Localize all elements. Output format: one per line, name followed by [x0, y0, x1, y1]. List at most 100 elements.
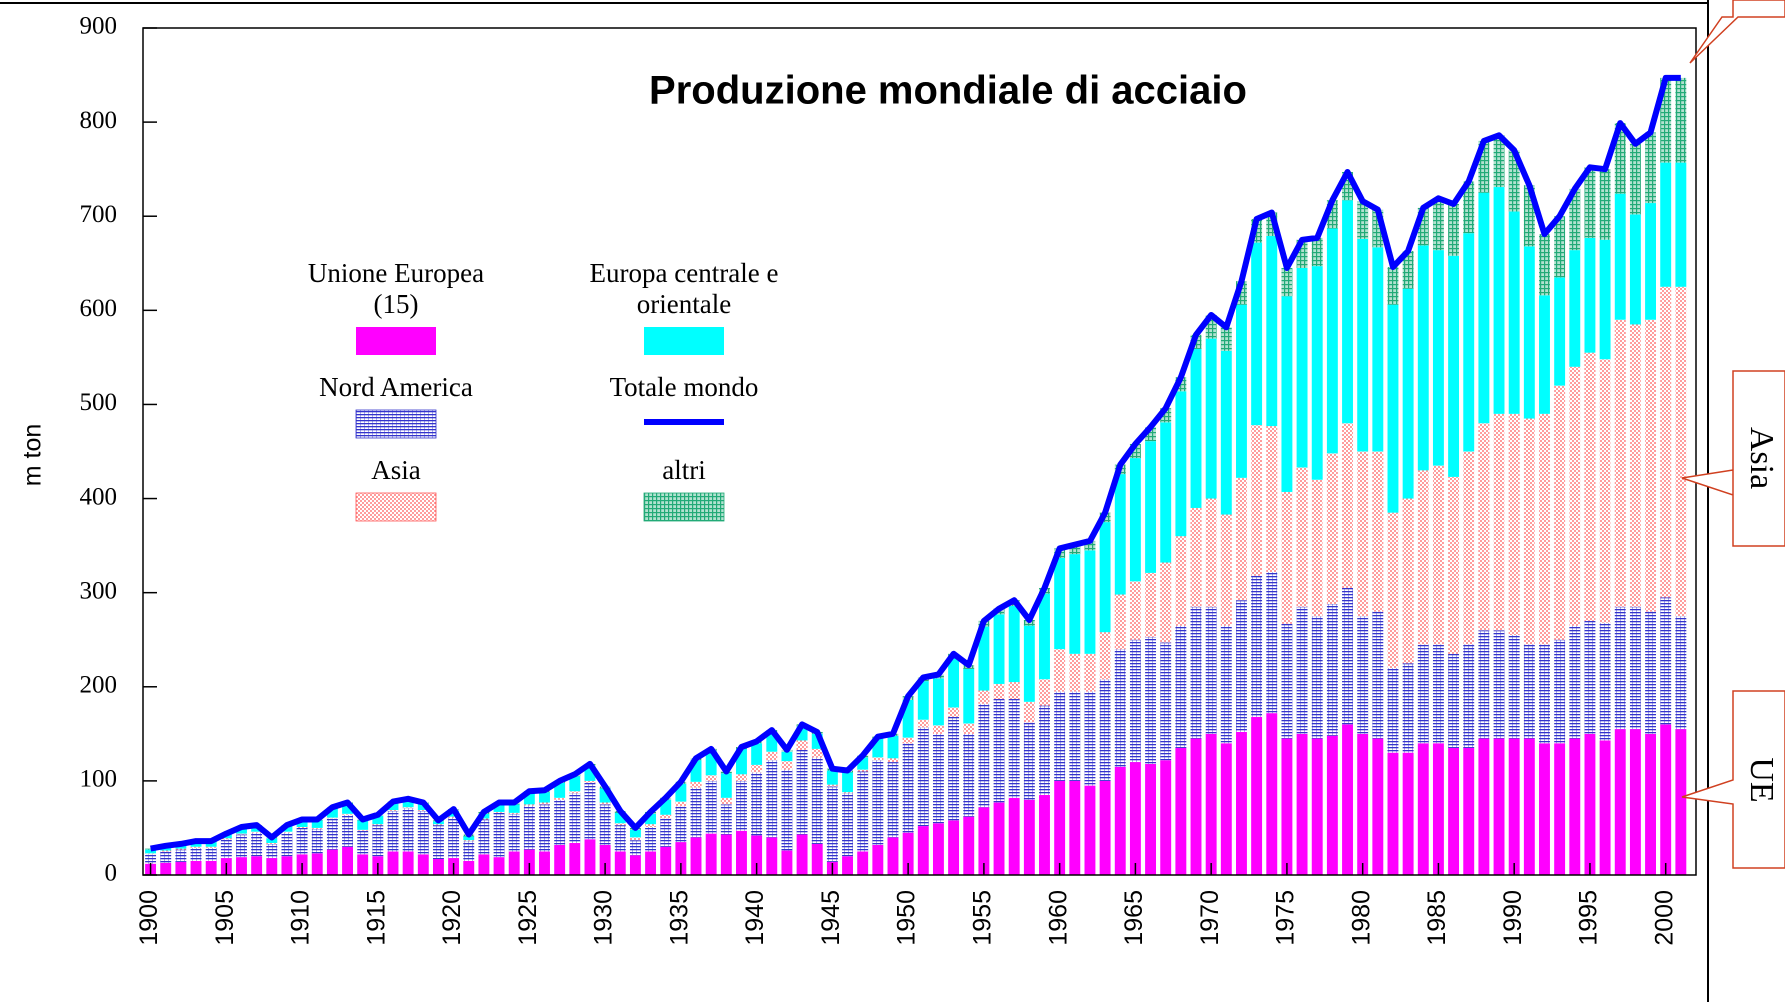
bar-segment — [1387, 267, 1399, 305]
bar-segment — [1478, 738, 1490, 875]
legend-label: Nord America — [319, 372, 473, 402]
bar-segment — [766, 751, 778, 761]
bar-segment — [266, 843, 278, 859]
bar-segment — [160, 850, 172, 852]
bar-segment — [1039, 593, 1050, 680]
bar-segment — [1645, 733, 1657, 875]
bar-segment — [781, 850, 793, 875]
bar-segment — [629, 840, 641, 856]
bar-segment — [599, 788, 611, 803]
bar-segment — [614, 823, 626, 826]
y-tick-label: 300 — [80, 577, 118, 604]
x-tick-label: 1955 — [969, 890, 997, 946]
bar-segment — [402, 807, 414, 809]
bar-segment — [872, 844, 884, 875]
bar-segment — [1448, 255, 1460, 477]
bar-segment — [1160, 760, 1172, 875]
bar-segment — [1660, 597, 1672, 725]
bar-segment — [417, 810, 429, 812]
bar-segment — [1251, 575, 1263, 717]
bar-segment — [1114, 766, 1126, 875]
bar-segment — [917, 727, 929, 827]
legend-swatch — [643, 492, 725, 522]
bar-segment — [1463, 451, 1475, 645]
bar-segment — [645, 824, 657, 828]
bar-segment — [1205, 498, 1217, 607]
total-line — [150, 74, 1681, 852]
bar-segment — [160, 851, 172, 863]
bar-segment — [917, 826, 929, 875]
bar-segment — [1448, 747, 1460, 875]
y-tick-label: 0 — [105, 860, 118, 887]
bar-segment — [1372, 247, 1384, 452]
bar-segment — [645, 827, 657, 852]
bar-segment — [1236, 477, 1247, 601]
callout-asia — [1681, 370, 1785, 547]
bar-segment — [948, 657, 960, 708]
bar-segment — [629, 829, 641, 838]
bar-segment — [1387, 752, 1399, 875]
bar-segment — [963, 668, 975, 724]
bar-segment — [872, 757, 884, 761]
bar-segment — [675, 783, 687, 802]
bar-segment — [236, 857, 247, 875]
bar-segment — [720, 797, 732, 805]
bar-segment — [1236, 731, 1247, 875]
bar-segment — [1629, 729, 1641, 875]
bar-segment — [1584, 237, 1596, 353]
bar-segment — [1311, 616, 1323, 739]
bar-segment — [599, 802, 611, 805]
bar-segment — [1599, 622, 1611, 741]
bar-segment — [342, 803, 353, 814]
bar-segment — [932, 725, 944, 734]
bar-segment — [569, 843, 581, 875]
bar-segment — [1402, 752, 1414, 875]
bar-segment — [978, 690, 990, 704]
bar-segment — [1493, 413, 1505, 631]
bar-segment — [1584, 620, 1596, 734]
bar-segment — [1175, 625, 1187, 748]
legend-entry: Europa centrale e orientale — [590, 258, 779, 319]
bar-segment — [705, 750, 717, 776]
bar-segment — [296, 820, 308, 828]
bar-segment — [978, 626, 990, 691]
bar-segment — [842, 772, 853, 793]
bar-segment — [736, 830, 747, 875]
bar-segment — [1432, 465, 1444, 645]
x-tick-label: 1975 — [1272, 890, 1300, 946]
bar-segment — [326, 808, 338, 818]
legend-entry: altri — [662, 455, 705, 485]
bar-segment — [448, 816, 460, 818]
legend-entry: Totale mondo — [610, 372, 759, 402]
bar-segment — [796, 740, 808, 750]
bar-segment — [1463, 644, 1475, 748]
bar-segment — [311, 827, 323, 829]
bar-segment — [1145, 572, 1157, 637]
bar-segment — [175, 848, 187, 850]
bar-segment — [1357, 733, 1369, 875]
bar-segment — [1372, 209, 1384, 248]
bar-segment — [1614, 193, 1626, 320]
legend-swatch — [644, 327, 724, 355]
bar-segment — [1372, 738, 1384, 875]
bar-segment — [1417, 644, 1429, 744]
bar-segment — [705, 775, 717, 781]
bar-segment — [1584, 352, 1596, 621]
bar-segment — [1539, 234, 1550, 296]
bar-segment — [1432, 644, 1444, 744]
bar-segment — [1220, 350, 1232, 515]
bar-segment — [1417, 207, 1429, 246]
bar-segment — [508, 813, 520, 852]
bar-segment — [842, 856, 853, 875]
bar-segment — [826, 784, 838, 787]
bar-segment — [1660, 77, 1672, 163]
bar-segment — [1554, 385, 1566, 640]
bar-segment — [1084, 550, 1096, 654]
bar-segment — [1129, 581, 1141, 640]
bar-segment — [554, 799, 566, 845]
bar-segment — [1599, 169, 1611, 240]
bar-segment — [781, 761, 793, 770]
bar-segment — [872, 760, 884, 845]
bar-segment — [720, 804, 732, 835]
bar-segment — [1432, 743, 1444, 875]
